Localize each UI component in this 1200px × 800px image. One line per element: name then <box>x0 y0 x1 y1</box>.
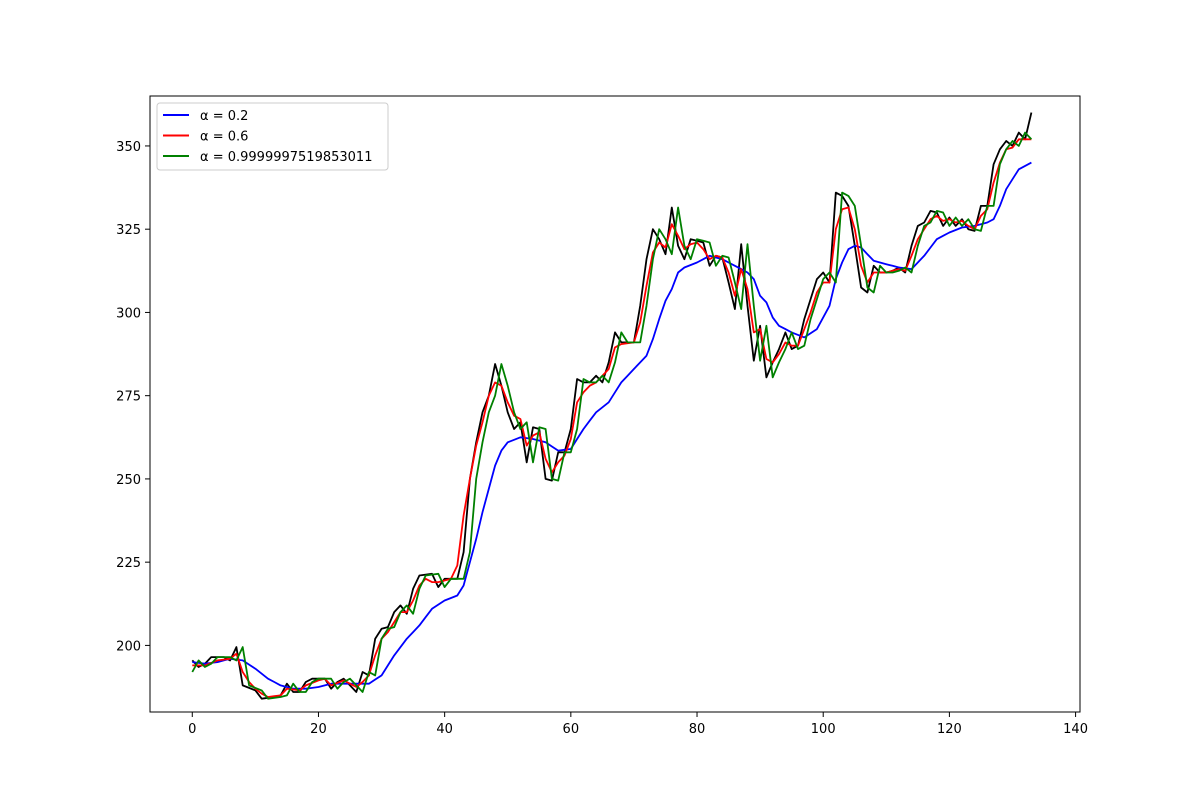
plot-frame <box>149 95 1081 713</box>
y-tick-label: 325 <box>116 223 141 238</box>
series-line-a1 <box>191 131 1033 700</box>
legend-label-a02: α = 0.2 <box>200 109 248 124</box>
series-line-a06 <box>192 138 1032 698</box>
y-tick-label: 200 <box>116 639 141 654</box>
y-tick-label: 275 <box>116 390 141 405</box>
x-tick-label: 60 <box>563 722 580 737</box>
x-tick-label: 100 <box>811 722 836 737</box>
y-tick-label: 350 <box>116 140 141 155</box>
y-tick-label: 300 <box>116 306 141 321</box>
legend: α = 0.2 α = 0.6 α = 0.9999997519853011 <box>156 102 389 171</box>
x-axis: 0 20 40 60 80 100 120 140 <box>188 712 1088 737</box>
x-tick-label: 80 <box>689 722 706 737</box>
x-tick-label: 140 <box>1063 722 1088 737</box>
series-layer <box>191 112 1033 700</box>
legend-label-a1: α = 0.9999997519853011 <box>200 150 372 165</box>
x-tick-label: 0 <box>188 722 196 737</box>
legend-label-a06: α = 0.6 <box>200 130 248 145</box>
x-tick-label: 20 <box>310 722 327 737</box>
y-tick-label: 225 <box>116 556 141 571</box>
series-line-a02 <box>192 161 1032 690</box>
legend-box <box>156 102 389 171</box>
x-tick-label: 120 <box>937 722 962 737</box>
y-axis: 200 225 250 275 300 325 350 <box>116 140 150 654</box>
y-tick-label: 250 <box>116 473 141 488</box>
x-tick-label: 40 <box>436 722 453 737</box>
